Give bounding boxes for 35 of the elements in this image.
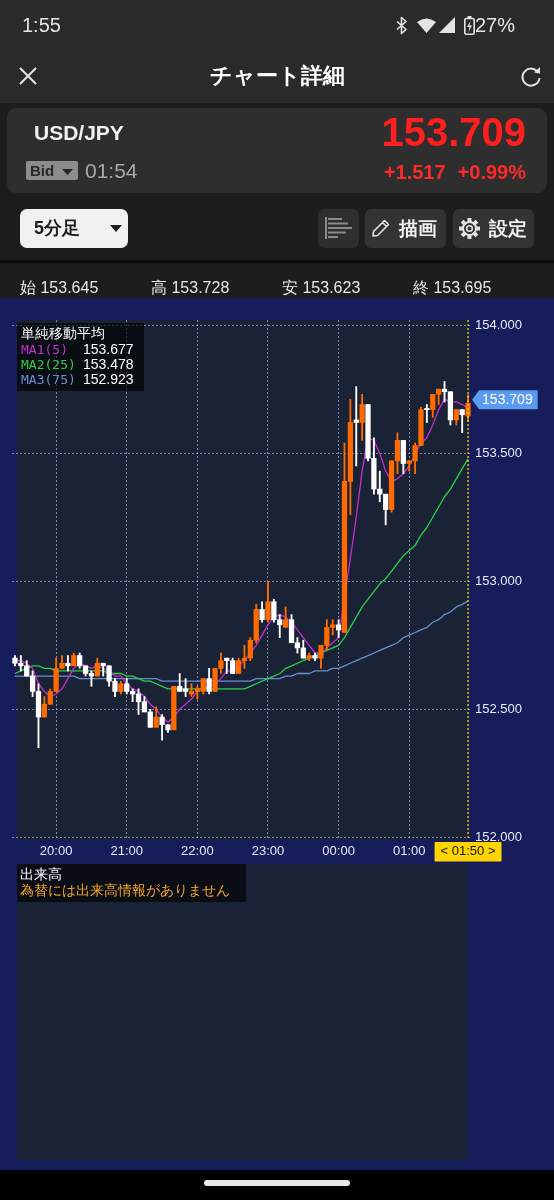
y-tick-label: 154.000 [475,316,522,332]
text: チャート詳細 [208,63,346,89]
text: 高 153.728 [151,278,230,298]
text: +1.517 [383,160,446,184]
text: MA3(75) 152.923 [21,371,134,387]
y-tick-label: 153.500 [475,444,522,460]
text: +0.99% [457,160,526,184]
y-tick-label: 153.000 [475,572,522,588]
x-tick-label: < 01:50 > [440,843,496,859]
legend-title: 単純移動平均 [21,325,106,342]
x-tick-label: 01:00 [392,843,426,859]
text: USD/JPY [34,121,124,145]
candlestick [424,404,430,423]
text: 始 153.645 [20,278,99,298]
volume-panel: 出来高 為替には出来高情報がありません [17,864,468,1160]
text: 27% [474,13,515,37]
draw-button: 描画 [365,209,446,248]
annotation: 153.709 [482,391,533,408]
text: 01:54 [85,159,138,183]
y-tick-label: 152.500 [475,700,522,716]
x-tick-label: 21:00 [110,843,144,859]
text: MA2(25) 153.478 [21,356,134,372]
text: MA1(5) 153.677 [21,341,134,357]
x-tick-label: 23:00 [251,843,285,859]
text: 安 153.623 [282,278,361,298]
text: 1:55 [22,13,61,37]
y-tick-label: 152.000 [475,829,522,845]
x-tick-label: 22:00 [181,843,214,859]
settings-button: 設定 [453,209,534,248]
text: 153.709 [381,110,526,154]
x-tick-label: 00:00 [322,843,355,859]
text: 終 153.695 [413,278,492,298]
interval-dropdown: 5分足 [20,209,128,248]
bid-dropdown: Bid [26,161,78,180]
x-tick-label: 20:00 [39,843,73,859]
